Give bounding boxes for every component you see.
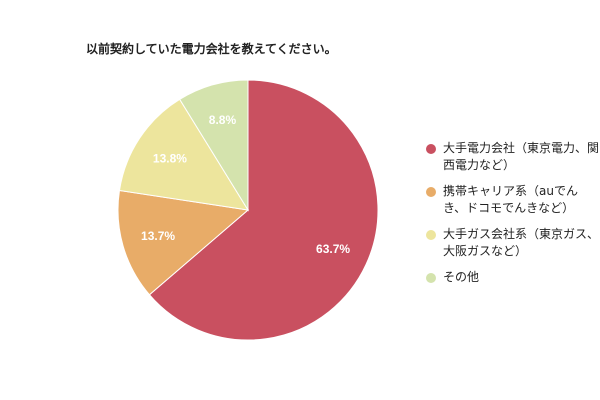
legend-label-3: 大手ガス会社系（東京ガス、大阪ガスなど） <box>443 227 600 258</box>
legend-item-1: 大手電力会社（東京電力、関西電力など） <box>426 140 600 174</box>
legend-swatch-4 <box>426 273 436 283</box>
legend-label-2: 携帯キャリア系（auでんき、ドコモでんきなど） <box>443 184 578 215</box>
chart-title: 以前契約していた電力会社を教えてください。 <box>86 42 337 56</box>
legend-label-1: 大手電力会社（東京電力、関西電力など） <box>443 141 600 172</box>
legend-swatch-1 <box>426 144 436 154</box>
pie-slice-4 <box>179 79 249 212</box>
slice-label-2: 13.7% <box>141 229 175 243</box>
pie-slice-3 <box>118 98 249 211</box>
legend-swatch-3 <box>426 230 436 240</box>
legend-swatch-2 <box>426 187 436 197</box>
legend-label-4: その他 <box>443 270 480 284</box>
legend-item-4: その他 <box>426 269 600 286</box>
legend-item-2: 携帯キャリア系（auでんき、ドコモでんきなど） <box>426 183 600 217</box>
legend-item-3: 大手ガス会社系（東京ガス、大阪ガスなど） <box>426 226 600 260</box>
slice-label-4: 8.8% <box>209 113 237 127</box>
slice-label-1: 63.7% <box>316 242 350 256</box>
slice-label-3: 13.8% <box>153 151 187 165</box>
pie-slice-2 <box>117 189 250 296</box>
chart-legend: 大手電力会社（東京電力、関西電力など） 携帯キャリア系（auでんき、ドコモでんきな… <box>426 140 600 295</box>
pie-slice-1 <box>148 79 379 341</box>
